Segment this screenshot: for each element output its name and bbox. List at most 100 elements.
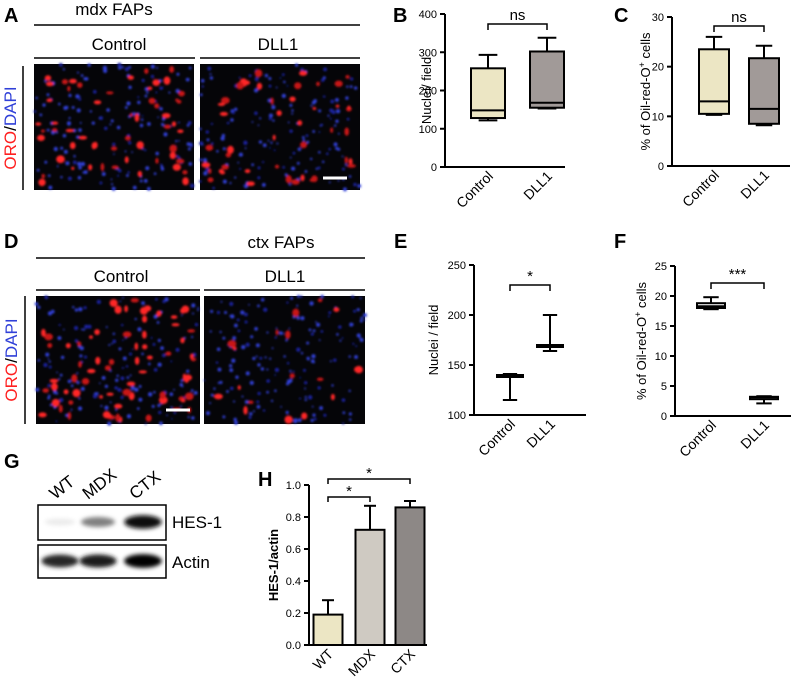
- dapi-nucleus: [60, 175, 63, 179]
- oro-droplet: [344, 127, 350, 136]
- dapi-nucleus: [335, 98, 339, 102]
- significance-mark: ns: [510, 7, 526, 24]
- dapi-nucleus: [255, 355, 258, 358]
- dapi-nucleus: [355, 345, 358, 348]
- oro-droplet: [208, 168, 212, 174]
- dapi-nucleus: [300, 352, 304, 355]
- dapi-nucleus: [327, 114, 330, 117]
- oro-droplet: [152, 79, 160, 86]
- dapi-nucleus: [310, 104, 313, 107]
- dapi-nucleus: [128, 141, 132, 145]
- dapi-nucleus: [268, 116, 272, 121]
- dapi-nucleus: [76, 372, 79, 375]
- dapi-nucleus: [159, 107, 163, 111]
- dapi-nucleus: [350, 77, 354, 81]
- dapi-nucleus: [252, 356, 256, 361]
- dapi-nucleus: [279, 77, 282, 79]
- dapi-nucleus: [296, 316, 300, 320]
- oro-droplet: [87, 368, 96, 374]
- dapi-nucleus: [309, 301, 314, 306]
- oro-droplet: [169, 151, 176, 160]
- oro-droplet: [247, 400, 254, 405]
- dapi-nucleus: [77, 161, 82, 167]
- dapi-nucleus: [276, 142, 279, 145]
- oro-droplet: [41, 129, 45, 133]
- oro-droplet: [345, 75, 350, 79]
- dapi-nucleus: [134, 387, 139, 392]
- dapi-nucleus: [115, 408, 118, 412]
- dapi-nucleus: [239, 152, 243, 157]
- chart-c: C 0 10 20 30 % of Oil-red-O+ cells Control DLL1…: [614, 5, 790, 210]
- dapi-nucleus: [286, 85, 289, 87]
- dapi-nucleus: [260, 298, 265, 302]
- dapi-nucleus: [35, 96, 38, 100]
- dapi-nucleus: [187, 147, 191, 151]
- dapi-nucleus: [353, 182, 357, 187]
- oro-droplet: [114, 403, 123, 409]
- y-axis-label: HES-1/actin: [266, 529, 281, 601]
- dapi-nucleus: [336, 333, 339, 336]
- oro-droplet: [316, 377, 324, 382]
- dapi-nucleus: [82, 328, 86, 331]
- dapi-nucleus: [270, 141, 273, 144]
- oro-droplet: [110, 146, 118, 151]
- dapi-nucleus: [269, 147, 271, 149]
- band-label-actin: Actin: [172, 553, 210, 572]
- oro-droplet: [67, 85, 71, 92]
- y-tick-label: 5: [661, 381, 667, 393]
- dapi-nucleus: [73, 155, 76, 158]
- dapi-nucleus: [107, 421, 112, 426]
- dapi-nucleus: [327, 315, 330, 318]
- dapi-nucleus: [359, 338, 364, 342]
- oro-droplet: [58, 404, 63, 413]
- dapi-nucleus: [191, 335, 194, 339]
- dapi-nucleus: [342, 422, 345, 425]
- y-tick-label: 200: [448, 310, 466, 322]
- dapi-nucleus: [68, 93, 72, 98]
- dapi-nucleus: [104, 405, 109, 410]
- dapi-nucleus: [181, 314, 183, 317]
- dapi-nucleus: [333, 142, 338, 147]
- dapi-nucleus: [268, 113, 274, 118]
- dapi-nucleus: [348, 355, 351, 358]
- y-tick-label: 10: [655, 351, 667, 363]
- dapi-nucleus: [310, 418, 314, 423]
- dapi-nucleus: [351, 295, 355, 299]
- oro-droplet: [49, 378, 59, 383]
- dapi-nucleus: [79, 121, 82, 124]
- dapi-nucleus: [257, 363, 261, 367]
- dapi-nucleus: [48, 185, 53, 190]
- dapi-nucleus: [126, 174, 129, 177]
- dapi-nucleus: [117, 62, 122, 67]
- dapi-nucleus: [215, 361, 219, 364]
- blot-bands: [41, 515, 162, 568]
- y-axis-label: Nuclei/ field: [419, 57, 434, 124]
- dapi-nucleus: [363, 318, 366, 321]
- dapi-nucleus: [302, 138, 306, 142]
- dapi-nucleus: [262, 409, 266, 412]
- dapi-nucleus: [186, 123, 190, 127]
- dapi-nucleus: [43, 362, 48, 368]
- oro-droplet: [292, 308, 300, 318]
- significance-mark: *: [346, 483, 352, 500]
- dapi-nucleus: [131, 348, 134, 351]
- dapi-nucleus: [354, 355, 358, 359]
- y-tick-label: 0: [431, 162, 437, 174]
- oro-droplet: [347, 164, 356, 168]
- dapi-nucleus: [170, 406, 173, 409]
- y-tick-label: 10: [652, 111, 664, 123]
- dapi-nucleus: [288, 183, 292, 186]
- panel-d: D ctx FAPs Control DLL1 ORO/DAPI: [2, 231, 367, 426]
- y-tick-label: 20: [655, 291, 667, 303]
- oro-droplet: [169, 144, 177, 153]
- oro-droplet: [52, 128, 58, 132]
- dapi-nucleus: [254, 326, 258, 331]
- dapi-nucleus: [112, 339, 117, 344]
- dapi-nucleus: [337, 179, 340, 182]
- dapi-nucleus: [111, 186, 116, 191]
- dapi-nucleus: [315, 321, 317, 323]
- dapi-nucleus: [206, 411, 211, 416]
- dapi-nucleus: [180, 379, 184, 383]
- oro-droplet: [144, 68, 149, 74]
- micrograph-cells: [203, 294, 367, 425]
